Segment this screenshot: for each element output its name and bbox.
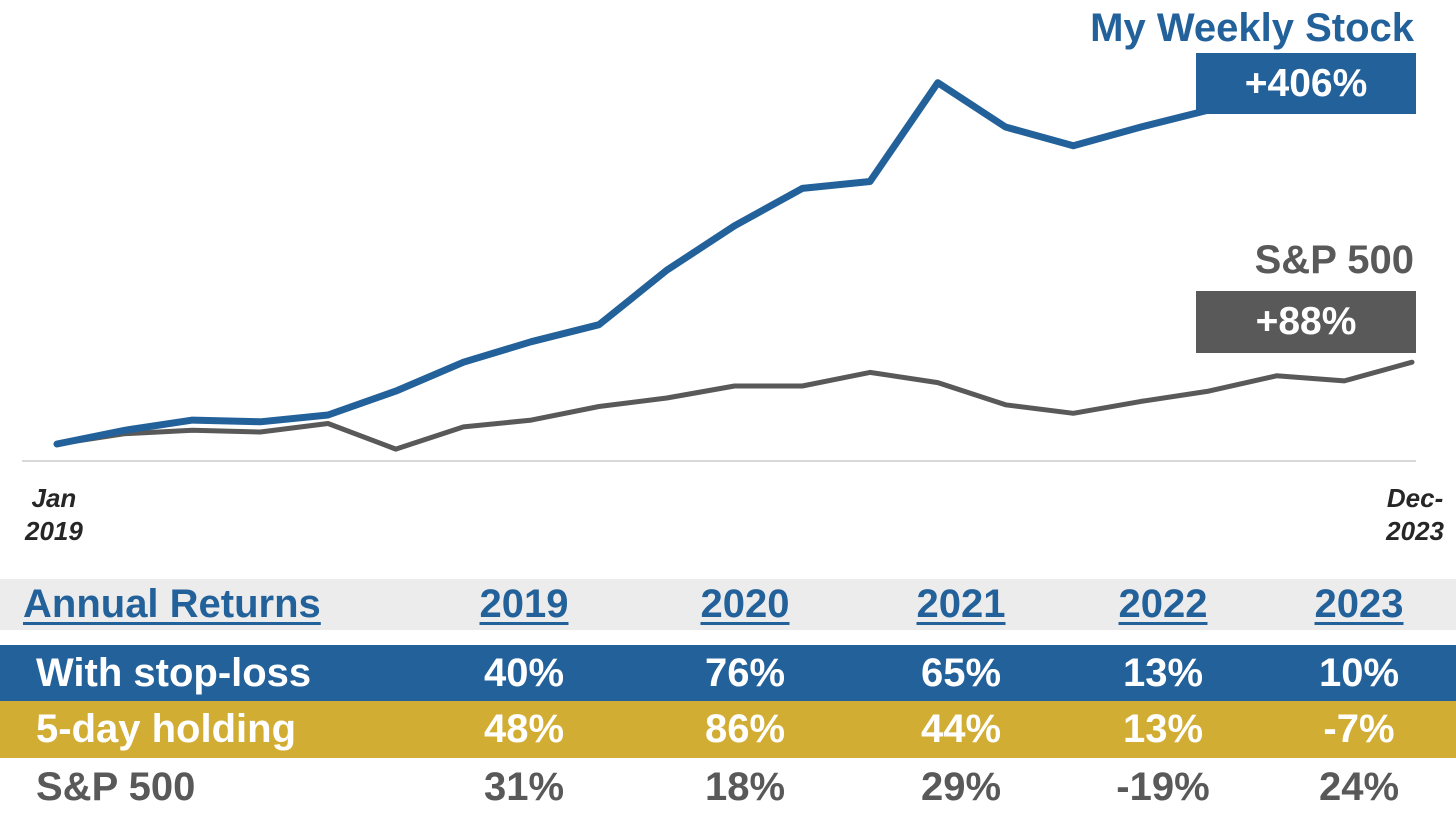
header-year-2021: 2021 [916, 582, 1006, 626]
my-weekly-stock-return-badge: +406% [1196, 53, 1416, 114]
cell-2020: 86% [704, 707, 786, 751]
series-label-my-weekly-stock: My Weekly Stock [1090, 6, 1414, 50]
cell-2021: 65% [920, 650, 1002, 695]
table-row-sp500: S&P 500 31% 18% 29% -19% 24% [0, 758, 1456, 817]
line-chart [22, 62, 1416, 462]
series-line-sp500 [54, 359, 1415, 452]
cell-2023: 24% [1318, 765, 1400, 809]
header-year-2019: 2019 [479, 582, 569, 626]
x-start-year: 2019 [25, 516, 83, 546]
x-end-year: 2023 [1386, 516, 1444, 546]
cell-2023: -7% [1323, 707, 1395, 751]
header-year-2020: 2020 [700, 582, 790, 626]
header-year-2023: 2023 [1314, 582, 1404, 626]
series-label-sp500: S&P 500 [1254, 238, 1414, 282]
header-annual-returns: Annual Returns [23, 582, 321, 626]
x-start-month: Jan [31, 483, 77, 513]
annual-returns-table: Annual Returns 2019 2020 2021 2022 2023 … [0, 579, 1456, 817]
row-label: 5-day holding [36, 707, 296, 751]
cell-2023: 10% [1318, 650, 1400, 695]
series-line-my-weekly-stock [53, 62, 1416, 448]
cell-2021: 29% [920, 765, 1002, 809]
table-spacer [0, 630, 1456, 645]
table-row-with-stop-loss: With stop-loss 40% 76% 65% 13% 10% [0, 645, 1456, 701]
cell-2022: 13% [1122, 650, 1204, 695]
x-axis-end-label: Dec- 2023 [1386, 482, 1444, 548]
cell-2020: 76% [704, 650, 786, 695]
sp500-return-badge: +88% [1196, 291, 1416, 353]
header-year-2022: 2022 [1118, 582, 1208, 626]
row-label: With stop-loss [36, 650, 312, 695]
cell-2019: 48% [483, 707, 565, 751]
table-row-5-day-holding: 5-day holding 48% 86% 44% 13% -7% [0, 701, 1456, 758]
row-label: S&P 500 [36, 765, 196, 809]
cell-2020: 18% [704, 765, 786, 809]
cell-2019: 31% [483, 765, 565, 809]
x-end-month: Dec- [1386, 483, 1444, 513]
cell-2021: 44% [920, 707, 1002, 751]
x-axis-start-label: Jan 2019 [25, 482, 83, 548]
cell-2022: -19% [1116, 765, 1210, 809]
cell-2019: 40% [483, 650, 565, 695]
table-header-row: Annual Returns 2019 2020 2021 2022 2023 [0, 579, 1456, 630]
cell-2022: 13% [1122, 707, 1204, 751]
